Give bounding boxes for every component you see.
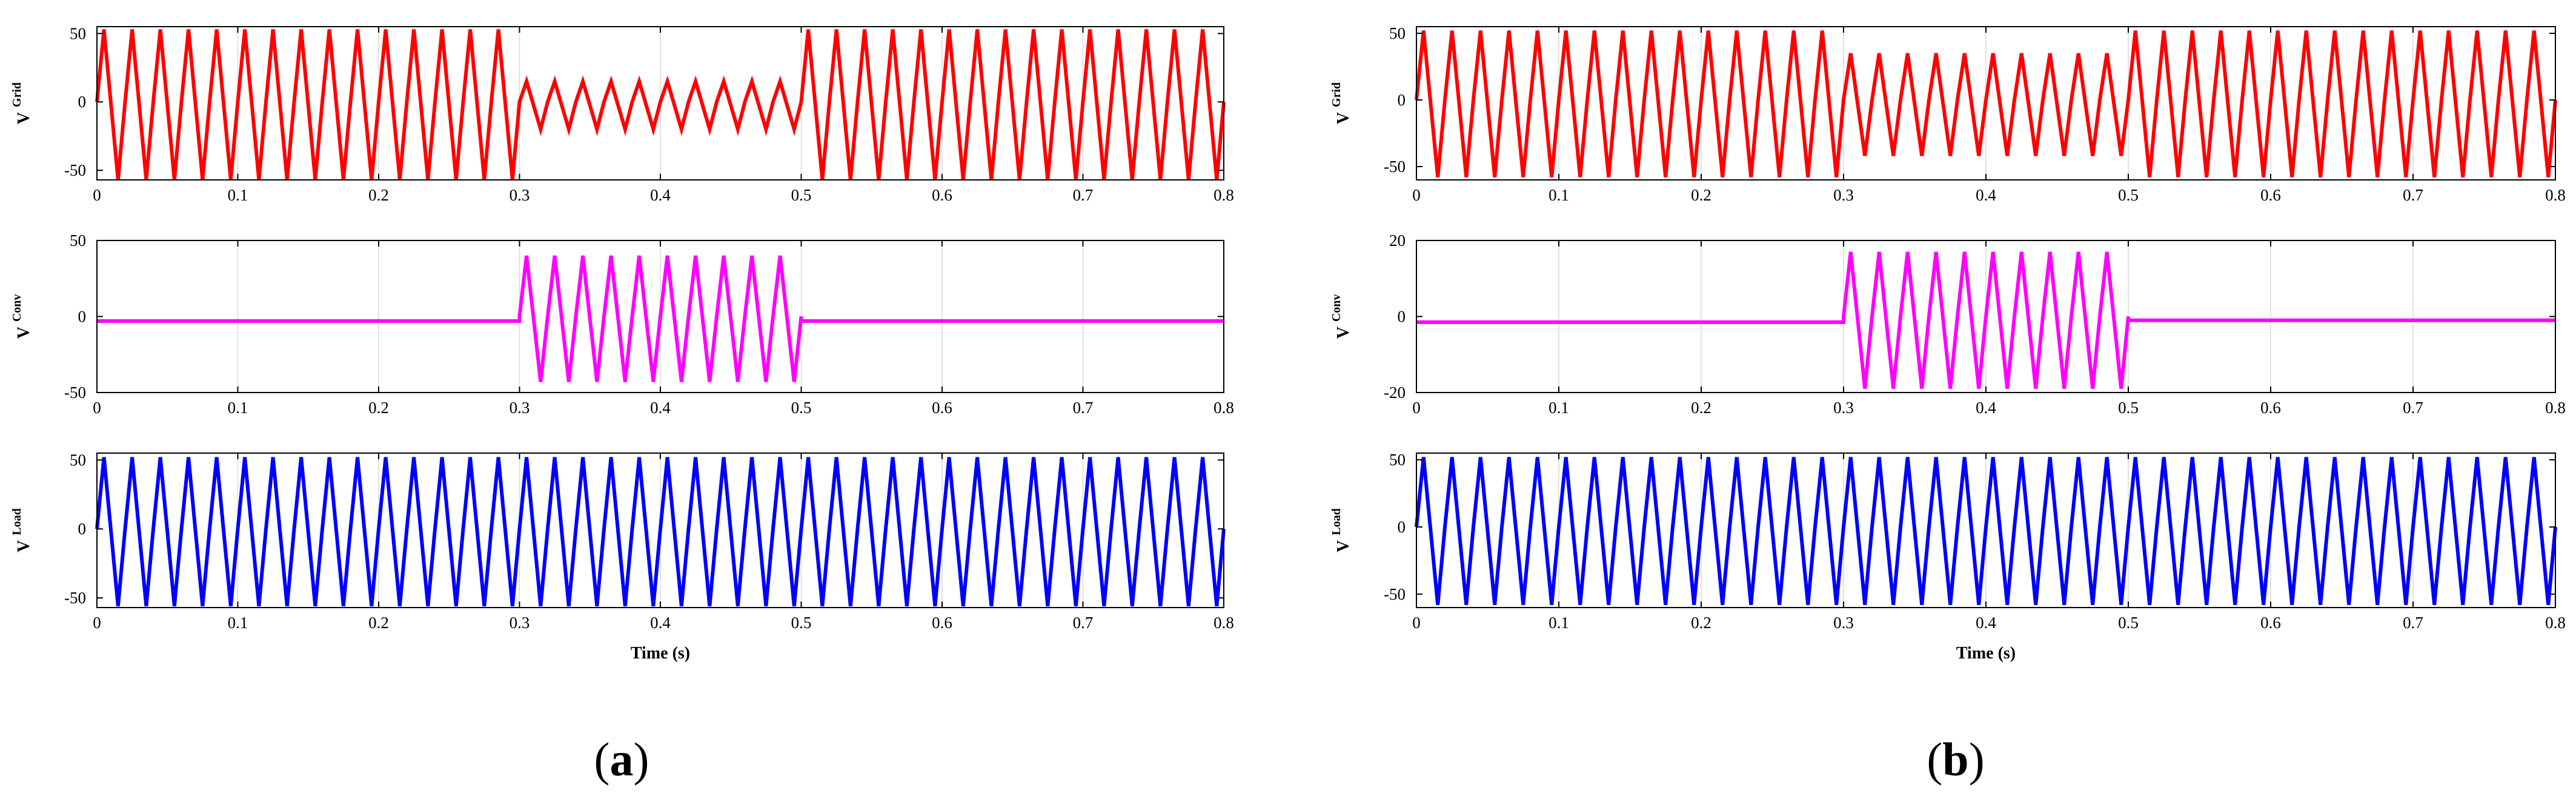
y-tick-label: -50 [64,589,86,607]
x-tick-label: 0.2 [368,399,389,417]
y-tick-label: 0 [1398,518,1406,536]
x-tick-label: 0.8 [2545,614,2566,632]
y-tick-label: 0 [1398,308,1406,326]
x-tick-label: 0.7 [1073,186,1094,204]
x-tick-label: 0.6 [2260,614,2281,632]
y-tick-label: 50 [1389,451,1406,469]
x-tick-label: 0.3 [1833,186,1854,204]
y-tick-label: 20 [1389,231,1406,250]
y-axis-label: VConv [10,294,33,339]
x-tick-label: 0.1 [228,399,248,417]
x-tick-label: 0 [1412,186,1421,204]
chart-a-grid: 0 0.1 0.2 0.3 0.4 0.5 0.6 0.7 0.8 50 0 -50 VGrid [10,24,1234,204]
x-tick-label: 0.8 [2545,186,2566,204]
x-tick-label: 0.7 [2403,614,2423,632]
x-tick-label: 0.8 [2545,399,2566,417]
y-tick-label: 50 [1389,24,1406,42]
x-tick-label: 0.5 [791,399,812,417]
y-axis-label: VGrid [1330,82,1353,124]
x-tick-label: 0.8 [1213,186,1234,204]
y-tick-label: -20 [1384,383,1406,402]
y-axis-label: VConv [1330,294,1353,339]
subfigure-label-b: (b) [1927,733,1984,786]
plots-layer: 0 0.1 0.2 0.3 0.4 0.5 0.6 0.7 0.8 50 0 -50 VGrid 0 0.1… [10,24,2566,663]
chart-a-conv: 0 0.1 0.2 0.3 0.4 0.5 0.6 0.7 0.8 50 0 -50 VConv [10,231,1234,417]
trace-load [95,457,1226,607]
x-tick-label: 0.6 [932,399,952,417]
x-tick-label: 0.5 [791,614,812,632]
x-tick-label: 0.1 [228,186,248,204]
x-tick-label: 0.7 [1073,614,1094,632]
chart-b-grid: 0 0.1 0.2 0.3 0.4 0.5 0.6 0.7 0.8 50 0 -50 VGrid [1330,24,2566,204]
x-tick-label: 0.3 [510,399,530,417]
x-tick-label: 0.4 [1976,399,1996,417]
x-tick-label: 0.1 [1549,614,1569,632]
x-tick-label: 0.8 [1213,399,1234,417]
y-axis-label: VGrid [10,82,33,124]
chart-a-load: 0 0.1 0.2 0.3 0.4 0.5 0.6 0.7 0.8 50 0 -50 VLoad Time… [10,451,1234,663]
x-tick-label: 0.7 [1073,399,1094,417]
x-tick-label: 0.6 [2260,399,2281,417]
x-tick-label: 0 [1412,614,1421,632]
y-tick-label: 50 [70,451,86,469]
y-tick-label: -50 [1384,585,1406,603]
x-axis-label: Time (s) [1956,644,2016,663]
x-tick-label: 0.5 [2118,186,2139,204]
y-tick-label: 0 [78,308,87,326]
x-tick-label: 0 [1412,399,1421,417]
y-tick-label: -50 [1384,157,1406,176]
trace-conv [97,255,1224,382]
x-tick-label: 0.6 [2260,186,2281,204]
x-tick-label: 0.1 [1549,399,1569,417]
x-tick-label: 0.2 [368,186,389,204]
x-tick-label: 0.4 [650,614,671,632]
y-tick-label: -50 [64,161,86,179]
x-tick-label: 0.2 [1691,614,1711,632]
x-tick-label: 0 [93,614,101,632]
y-tick-label: 0 [78,520,87,538]
y-tick-label: 0 [78,93,87,111]
x-tick-label: 0.6 [932,186,952,204]
x-tick-label: 0.5 [791,186,812,204]
x-tick-label: 0.5 [2118,399,2139,417]
x-tick-label: 0.4 [650,399,671,417]
x-tick-label: 0.1 [228,614,248,632]
trace-load [1415,457,2557,605]
x-tick-label: 0.4 [1976,186,1996,204]
x-tick-label: 0.3 [1833,399,1854,417]
y-axis-label: VLoad [10,508,33,552]
x-tick-label: 0.2 [1691,399,1711,417]
x-tick-label: 0.4 [1976,614,1996,632]
x-tick-label: 0.1 [1549,186,1569,204]
x-tick-label: 0.7 [2403,186,2423,204]
x-tick-label: 0.2 [368,614,389,632]
y-tick-label: 50 [70,24,86,42]
y-tick-label: 0 [1398,91,1406,109]
x-tick-label: 0.8 [1213,614,1234,632]
x-tick-label: 0.2 [1691,186,1711,204]
x-tick-label: 0.4 [650,186,671,204]
y-axis-label: VLoad [1330,508,1353,552]
x-axis-label: Time (s) [631,644,690,663]
x-tick-label: 0.7 [2403,399,2423,417]
x-tick-label: 0.3 [510,186,530,204]
y-tick-label: 50 [70,231,86,250]
x-tick-label: 0.3 [510,614,530,632]
chart-b-conv: 0 0.1 0.2 0.3 0.4 0.5 0.6 0.7 0.8 20 0 -20 VConv [1330,231,2566,417]
y-tick-label: -50 [64,383,86,402]
chart-b-load: 0 0.1 0.2 0.3 0.4 0.5 0.6 0.7 0.8 50 0 -50 VLoad Time… [1330,451,2566,663]
x-tick-label: 0.5 [2118,614,2139,632]
x-tick-label: 0.6 [932,614,952,632]
x-tick-label: 0.3 [1833,614,1854,632]
trace-grid [1415,30,2557,177]
x-tick-label: 0 [93,186,101,204]
x-tick-label: 0 [93,399,101,417]
trace-conv [1416,251,2555,389]
subfigure-label-a: (a) [594,733,649,786]
